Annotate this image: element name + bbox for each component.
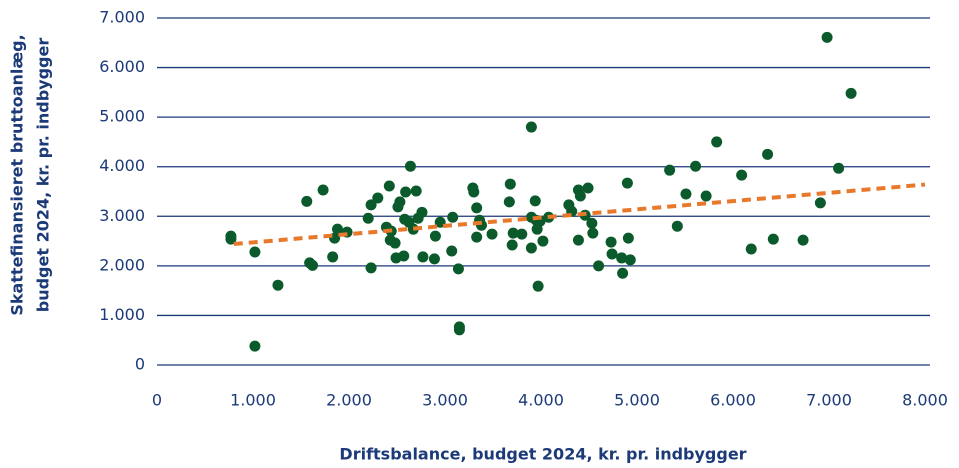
point	[833, 162, 845, 174]
y-tick-label: 7.000	[99, 8, 145, 27]
point	[372, 192, 384, 204]
point	[745, 243, 757, 255]
x-tick-label: 6.000	[710, 391, 756, 410]
x-tick-label: 2.000	[326, 391, 372, 410]
point	[446, 245, 458, 257]
point	[622, 232, 634, 244]
point	[529, 195, 541, 207]
point	[617, 267, 629, 279]
point	[586, 217, 598, 229]
point	[616, 252, 628, 264]
y-tick-label: 0	[135, 355, 145, 374]
point	[572, 234, 584, 246]
point	[249, 246, 261, 258]
point	[452, 263, 464, 275]
point	[453, 324, 465, 336]
y-tick-label: 4.000	[99, 156, 145, 175]
point	[587, 227, 599, 239]
point	[690, 160, 702, 172]
point	[307, 259, 319, 271]
point	[249, 340, 261, 352]
point	[471, 231, 483, 243]
point	[398, 250, 410, 262]
point	[711, 136, 723, 148]
point	[225, 233, 237, 245]
point	[317, 184, 329, 196]
y-tick-label: 2.000	[99, 255, 145, 274]
x-tick-label: 3.000	[422, 391, 468, 410]
x-tick-label: 0	[152, 391, 162, 410]
point	[621, 177, 633, 189]
point	[417, 251, 429, 263]
point	[365, 262, 377, 274]
y-tick-label: 1.000	[99, 305, 145, 324]
point	[516, 228, 528, 240]
point	[331, 223, 343, 235]
point	[582, 182, 594, 194]
point	[447, 211, 459, 223]
point	[821, 31, 833, 43]
y-tick-label: 5.000	[99, 107, 145, 126]
point	[814, 197, 826, 209]
point	[605, 236, 617, 248]
point	[680, 188, 692, 200]
y-tick-label: 6.000	[99, 57, 145, 76]
point	[671, 220, 683, 232]
point	[486, 228, 498, 240]
point	[532, 280, 544, 292]
point	[428, 253, 440, 265]
point	[400, 186, 412, 198]
point	[327, 251, 339, 263]
y-axis-title: Skattefinansieret bruttoanlæg, budget 20…	[8, 34, 53, 315]
point	[762, 148, 774, 160]
point	[394, 196, 406, 208]
point	[272, 279, 284, 291]
point	[301, 195, 313, 207]
point	[606, 248, 618, 260]
point	[525, 242, 537, 254]
point	[365, 199, 377, 211]
trendline	[233, 182, 926, 247]
point	[574, 190, 586, 202]
point	[525, 121, 537, 133]
point	[593, 260, 605, 272]
y-tick-label: 3.000	[99, 206, 145, 225]
point	[362, 212, 374, 224]
point	[504, 178, 516, 190]
point	[736, 169, 748, 181]
x-tick-label: 8.000	[902, 391, 948, 410]
y-axis-title-line: Skattefinansieret bruttoanlæg,	[8, 34, 27, 315]
point	[404, 160, 416, 172]
x-axis-title: Driftsbalance, budget 2024, kr. pr. indb…	[339, 445, 746, 464]
point	[797, 234, 809, 246]
y-axis-title-line: budget 2024, kr. pr. indbygger	[34, 38, 53, 313]
x-tick-label: 5.000	[614, 391, 660, 410]
point	[664, 164, 676, 176]
point	[845, 87, 857, 99]
point	[410, 185, 422, 197]
point	[383, 180, 395, 192]
point	[389, 237, 401, 249]
x-tick-label: 1.000	[230, 391, 276, 410]
point	[767, 233, 779, 245]
point	[506, 239, 518, 251]
point	[507, 227, 519, 239]
point	[537, 235, 549, 247]
point	[468, 186, 480, 198]
point	[503, 196, 515, 208]
point	[700, 190, 712, 202]
x-tick-label: 7.000	[806, 391, 852, 410]
point	[416, 206, 428, 218]
point	[624, 254, 636, 266]
x-tick-label: 4.000	[518, 391, 564, 410]
point	[429, 230, 441, 242]
point	[471, 202, 483, 214]
